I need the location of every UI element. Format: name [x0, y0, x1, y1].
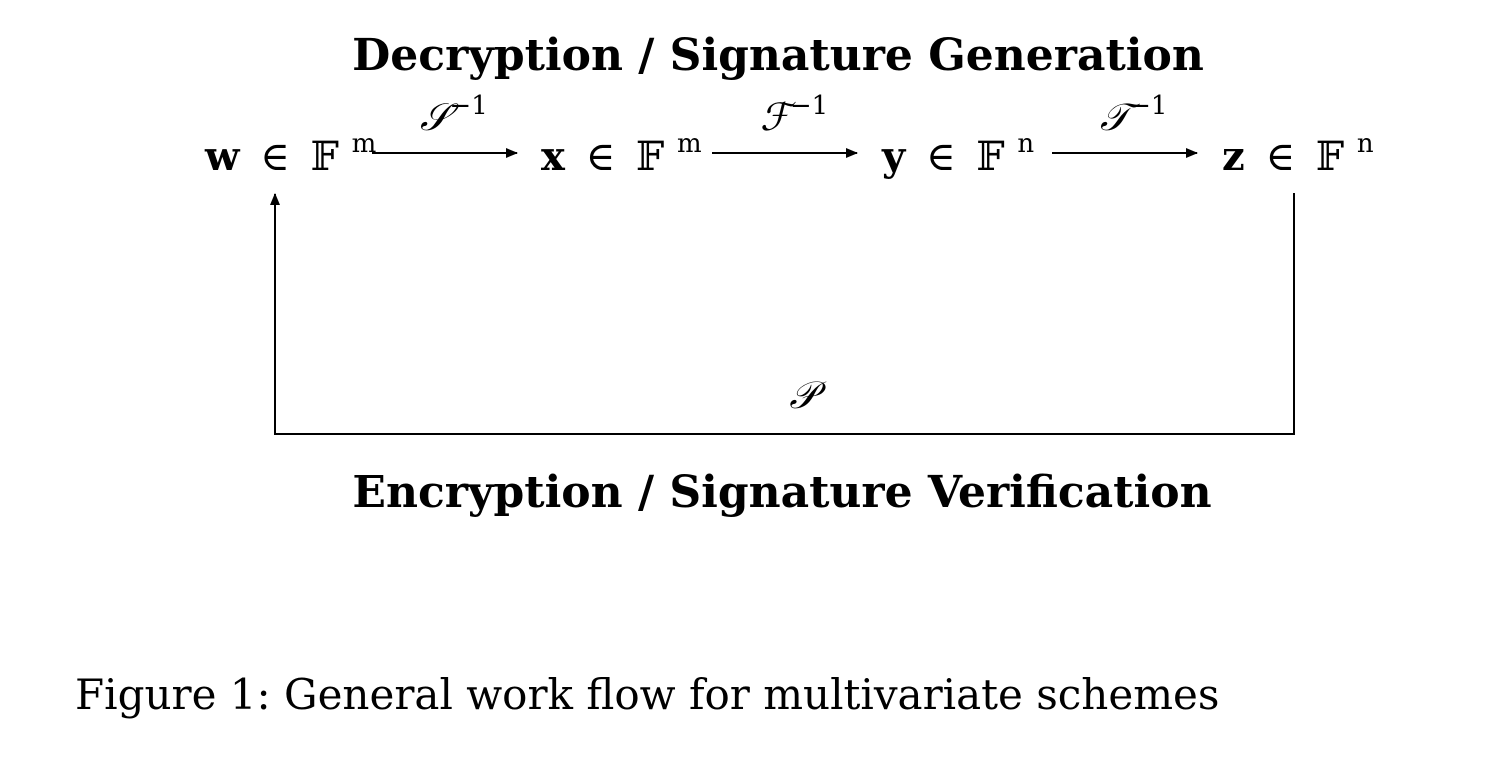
node-x-rel: ∈: [586, 134, 616, 180]
node-y-exp: n: [1017, 129, 1034, 159]
svg-text:y ∈ 𝔽 n: y ∈ 𝔽 n: [881, 129, 1034, 180]
node-w-rel: ∈: [260, 134, 290, 180]
figure-caption: Figure 1: General work flow for multivar…: [75, 670, 1219, 719]
heading-decryption: Decryption / Signature Generation: [352, 30, 1204, 81]
label-t-inverse: 𝒯−1: [1100, 91, 1167, 139]
node-y-field: 𝔽: [976, 134, 1004, 180]
label-f-inverse: ℱ−1: [760, 91, 828, 139]
node-y-var: y: [881, 133, 907, 180]
node-w: w ∈ 𝔽 m: [204, 129, 376, 180]
node-z-exp: n: [1357, 129, 1374, 159]
public-map-path: [270, 193, 1295, 435]
svg-text:x ∈ 𝔽 m: x ∈ 𝔽 m: [541, 129, 702, 180]
node-y-rel: ∈: [926, 134, 956, 180]
heading-encryption: Encryption / Signature Verification: [352, 467, 1211, 518]
node-x-field: 𝔽: [636, 134, 664, 180]
node-w-var: w: [204, 133, 241, 180]
svg-text:w ∈ 𝔽 m: w ∈ 𝔽 m: [204, 129, 376, 180]
svg-text:z ∈ 𝔽 n: z ∈ 𝔽 n: [1222, 129, 1374, 180]
node-z-field: 𝔽: [1316, 134, 1344, 180]
node-x-exp: m: [677, 129, 702, 159]
node-z-var: z: [1222, 133, 1245, 180]
node-x-var: x: [541, 133, 566, 180]
node-w-exp: m: [352, 129, 377, 159]
node-z-rel: ∈: [1265, 134, 1295, 180]
node-y: y ∈ 𝔽 n: [881, 129, 1034, 180]
node-w-field: 𝔽: [310, 134, 338, 180]
label-s-inverse: 𝒮−1: [420, 91, 488, 139]
node-x: x ∈ 𝔽 m: [541, 129, 702, 180]
node-z: z ∈ 𝔽 n: [1222, 129, 1374, 180]
label-public-map: 𝒫: [789, 373, 827, 417]
